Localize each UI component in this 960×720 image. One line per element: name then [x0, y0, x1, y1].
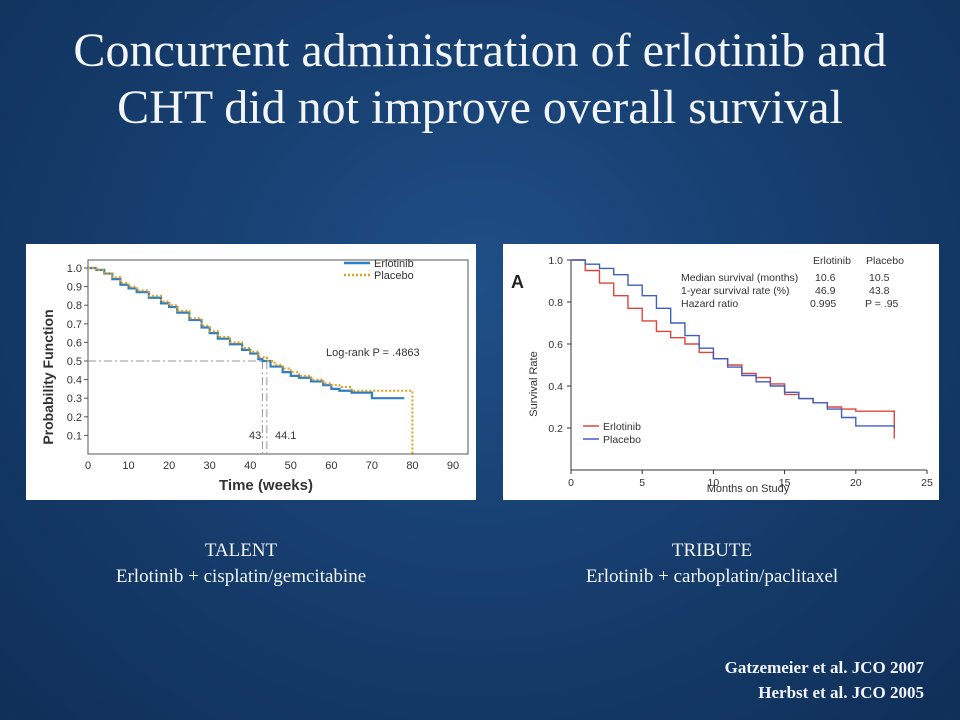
x-tick-label: 60	[325, 460, 337, 472]
trial-name: TALENT	[204, 540, 278, 561]
legend: Erlotinib Placebo	[583, 421, 641, 446]
reference-1: Gatzemeier et al. JCO 2007	[724, 658, 924, 677]
plot-frame	[87, 259, 469, 455]
x-tick-label: 80	[406, 460, 418, 472]
stats-row-label: Hazard ratio	[681, 298, 738, 310]
title-line-2: CHT did not improve overall survival	[117, 81, 843, 134]
y-tick-label: 0.4	[67, 375, 82, 387]
panel-label: A	[511, 272, 524, 292]
stats-table: Erlotinib Placebo Median survival (month…	[681, 255, 904, 310]
y-tick-label: 0.8	[548, 297, 563, 309]
x-tick-label: 15	[779, 477, 791, 489]
x-tick-label: 40	[244, 460, 256, 472]
tribute-caption: TRIBUTE Erlotinib + carboplatin/paclitax…	[503, 538, 921, 590]
stats-header-erlotinib: Erlotinib	[813, 255, 851, 267]
y-tick-label: 0.2	[67, 412, 82, 424]
y-tick-label: 0.2	[548, 423, 563, 435]
y-tick-label: 1.0	[67, 263, 82, 275]
series-erlotinib-line	[88, 266, 405, 400]
logrank-annotation: Log-rank P = .4863	[326, 347, 420, 359]
tribute-chart-panel: 0.2 0.4 0.6 0.8 1.0 0 5 10 15 20 25 A Survival Rat…	[503, 244, 939, 500]
x-tick-label: 10	[708, 477, 720, 489]
stats-cell: 43.8	[869, 285, 890, 297]
x-tick-label: 90	[447, 460, 459, 472]
slide-title: Concurrent administration of erlotinib a…	[0, 22, 960, 136]
y-tick-label: 0.8	[67, 300, 82, 312]
legend-label-erlotinib: Erlotinib	[374, 258, 414, 270]
legend-label-erlotinib: Erlotinib	[603, 421, 641, 433]
trial-name: TRIBUTE	[671, 540, 753, 561]
x-tick-label: 50	[285, 460, 297, 472]
x-tick-label: 25	[921, 477, 933, 489]
talent-caption: TALENT Erlotinib + cisplatin/gemcitabine	[26, 538, 456, 590]
y-tick-label: 0.1	[67, 430, 82, 442]
talent-chart-panel: 0.1 0.2 0.3 0.4 0.5 0.6 0.7 0.8 0.9 1.0 0 10 20 30 40 5…	[26, 244, 476, 500]
stats-row-label: 1-year survival rate (%)	[681, 285, 790, 297]
y-tick-label: 0.7	[67, 319, 82, 331]
series-placebo-line	[88, 267, 414, 454]
y-tick-label: 0.5	[67, 356, 82, 368]
y-tick-label: 0.9	[67, 282, 82, 294]
x-tick-label: 10	[122, 460, 134, 472]
trial-regimen: Erlotinib + cisplatin/gemcitabine	[115, 566, 367, 587]
stats-cell: 46.9	[815, 285, 836, 297]
legend-label-placebo: Placebo	[374, 270, 414, 282]
y-tick-label: 0.3	[67, 393, 82, 405]
reference-2: Herbst et al. JCO 2005	[758, 683, 924, 702]
legend: Erlotinib Placebo	[344, 258, 414, 282]
x-tick-label: 70	[366, 460, 378, 472]
series-placebo-line	[571, 259, 895, 428]
stats-cell: 0.995	[810, 298, 836, 310]
y-tick-label: 0.6	[67, 337, 82, 349]
title-line-1: Concurrent administration of erlotinib a…	[73, 24, 887, 77]
stats-cell: 10.5	[869, 272, 890, 284]
x-axis-label: Time (weeks)	[219, 477, 313, 494]
x-tick-label: 20	[163, 460, 175, 472]
x-tick-label: 0	[85, 460, 91, 472]
stats-row-label: Median survival (months)	[681, 272, 798, 284]
x-tick-label: 5	[639, 477, 645, 489]
tribute-chart: 0.2 0.4 0.6 0.8 1.0 0 5 10 15 20 25 A Survival Rat…	[511, 255, 933, 495]
talent-chart: 0.1 0.2 0.3 0.4 0.5 0.6 0.7 0.8 0.9 1.0 0 10 20 30 40 5…	[40, 258, 469, 494]
x-axis-label: Months on Study	[707, 483, 790, 495]
y-axis-label: Probability Function	[40, 309, 56, 444]
y-tick-label: 0.6	[548, 339, 563, 351]
y-tick-label: 0.4	[548, 381, 563, 393]
stats-cell: 10.6	[815, 272, 836, 284]
y-tick-label: 1.0	[548, 255, 563, 267]
x-tick-label: 30	[204, 460, 216, 472]
x-tick-label: 0	[568, 477, 574, 489]
y-axis-label: Survival Rate	[528, 351, 540, 416]
median-erlotinib-label: 43	[249, 430, 261, 442]
stats-header-placebo: Placebo	[866, 255, 904, 267]
x-tick-label: 20	[850, 477, 862, 489]
stats-cell: P = .95	[865, 298, 899, 310]
trial-regimen: Erlotinib + carboplatin/paclitaxel	[585, 566, 839, 587]
median-placebo-label: 44.1	[275, 430, 296, 442]
references: Gatzemeier et al. JCO 2007 Herbst et al.…	[725, 655, 924, 705]
legend-label-placebo: Placebo	[603, 434, 641, 446]
